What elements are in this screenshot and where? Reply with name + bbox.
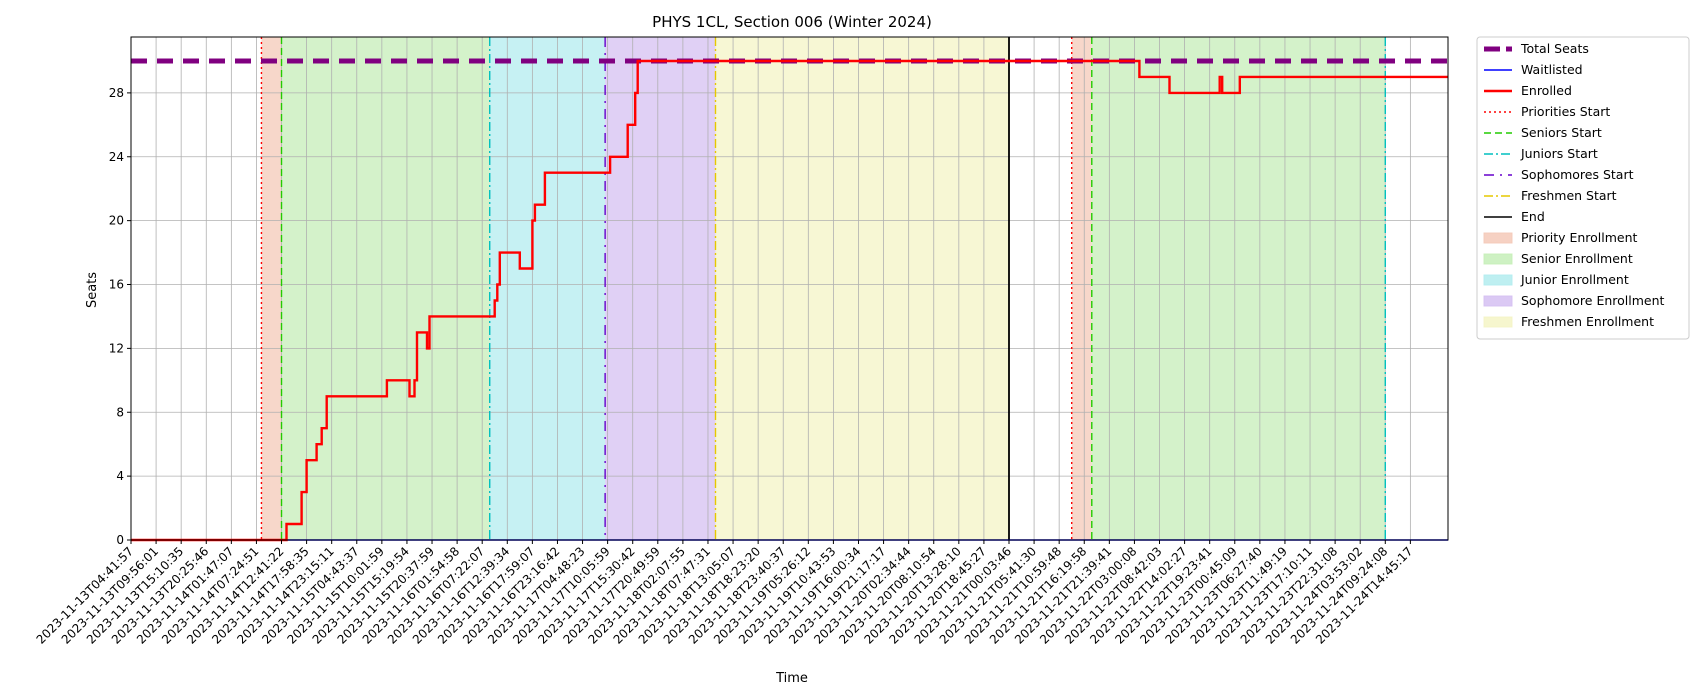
region-sophomore-enrollment xyxy=(605,37,716,540)
phase-start-lines xyxy=(260,37,1386,540)
legend-swatch xyxy=(1483,274,1513,286)
chart-title: PHYS 1CL, Section 006 (Winter 2024) xyxy=(652,13,932,31)
y-tick-label: 20 xyxy=(109,214,124,228)
legend-box xyxy=(1476,36,1690,340)
legend-label: Junior Enrollment xyxy=(1520,272,1629,287)
x-axis-label: Time xyxy=(775,671,808,686)
legend-swatch xyxy=(1483,232,1513,244)
y-tick-label: 24 xyxy=(109,150,124,164)
y-tick-label: 28 xyxy=(109,86,124,100)
legend-label: Juniors Start xyxy=(1520,146,1598,161)
y-axis-label: Seats xyxy=(85,272,100,308)
y-axis-ticks: 0 4 8 12 16 20 24 28 xyxy=(109,86,131,547)
y-tick-label: 0 xyxy=(116,533,124,547)
legend-label: Priority Enrollment xyxy=(1521,230,1638,245)
legend-label: Waitlisted xyxy=(1521,62,1583,77)
region-junior-enrollment xyxy=(489,37,606,540)
legend-label: Seniors Start xyxy=(1521,125,1602,140)
shaded-regions xyxy=(261,37,1386,540)
region-senior-enrollment xyxy=(1091,37,1386,540)
legend-label: Senior Enrollment xyxy=(1521,251,1633,266)
legend-swatch xyxy=(1483,295,1513,307)
legend-swatch xyxy=(1483,316,1513,328)
x-axis-ticks: 2023-11-13T04:41:572023-11-13T09:56:0120… xyxy=(34,540,1415,647)
region-senior-enrollment xyxy=(281,37,490,540)
legend-swatch xyxy=(1483,253,1513,265)
legend-label: Sophomores Start xyxy=(1521,167,1634,182)
legend-label: Priorities Start xyxy=(1521,104,1610,119)
legend-label: End xyxy=(1521,209,1545,224)
region-priority-enrollment xyxy=(1071,37,1092,540)
legend-label: Enrolled xyxy=(1521,83,1572,98)
y-tick-label: 8 xyxy=(116,405,124,419)
region-freshmen-enrollment xyxy=(715,37,1009,540)
region-priority-enrollment xyxy=(261,37,282,540)
series-enrolled xyxy=(131,59,1448,542)
legend: Total Seats Waitlisted Enrolled Priorities … xyxy=(1476,36,1690,340)
y-tick-label: 4 xyxy=(116,469,124,483)
legend-label: Freshmen Start xyxy=(1521,188,1617,203)
legend-label: Total Seats xyxy=(1520,41,1589,56)
y-tick-label: 12 xyxy=(109,341,124,355)
plot-frame xyxy=(130,36,1449,541)
legend-label: Freshmen Enrollment xyxy=(1521,314,1654,329)
y-tick-label: 16 xyxy=(109,278,124,292)
legend-label: Sophomore Enrollment xyxy=(1521,293,1665,308)
